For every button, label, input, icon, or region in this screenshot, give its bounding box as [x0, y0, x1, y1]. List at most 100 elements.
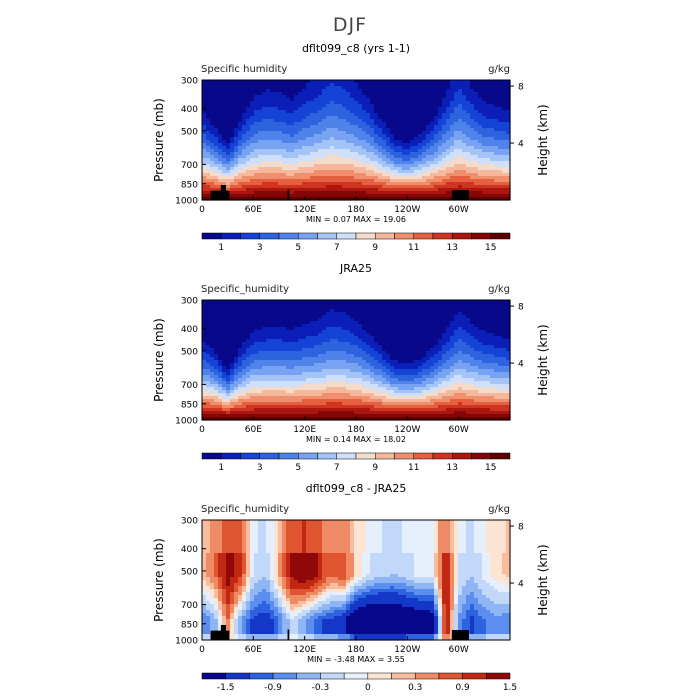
heatmap-cell — [382, 170, 387, 174]
heatmap-cell — [322, 366, 327, 370]
heatmap-cell — [350, 381, 355, 385]
heatmap-cell — [310, 309, 315, 313]
heatmap-cell — [234, 185, 239, 189]
heatmap-cell — [338, 110, 343, 114]
heatmap-cell — [218, 173, 223, 177]
heatmap-cell — [382, 414, 387, 418]
heatmap-cell — [302, 134, 307, 138]
heatmap-cell — [258, 318, 263, 322]
heatmap-cell — [298, 300, 303, 304]
heatmap-cell — [374, 357, 379, 361]
heatmap-cell — [358, 137, 363, 141]
heatmap-cell — [410, 170, 415, 174]
heatmap-cell — [382, 360, 387, 364]
heatmap-cell — [274, 110, 279, 114]
heatmap-cell — [310, 86, 315, 90]
heatmap-cell — [482, 143, 487, 147]
heatmap-cell — [398, 167, 403, 171]
heatmap-cell — [394, 179, 399, 183]
heatmap-cell — [262, 98, 267, 102]
heatmap-cell — [210, 104, 215, 108]
heatmap-cell — [262, 95, 267, 99]
heatmap-cell — [282, 182, 287, 186]
heatmap-cell — [278, 390, 283, 394]
heatmap-cell — [238, 366, 243, 370]
heatmap-cell — [286, 95, 291, 99]
heatmap-cell — [298, 110, 303, 114]
heatmap-cell — [254, 176, 259, 180]
heatmap-cell — [302, 369, 307, 373]
heatmap-cell — [426, 197, 431, 201]
heatmap-cell — [502, 107, 507, 111]
heatmap-cell — [226, 402, 231, 406]
heatmap-cell — [218, 179, 223, 183]
heatmap-cell — [334, 321, 339, 325]
heatmap-cell — [318, 131, 323, 135]
heatmap-cell — [482, 188, 487, 192]
heatmap-cell — [302, 378, 307, 382]
heatmap-cell — [338, 134, 343, 138]
heatmap-cell — [402, 149, 407, 153]
heatmap-cell — [282, 402, 287, 406]
heatmap-cell — [406, 116, 411, 120]
heatmap-cell — [258, 321, 263, 325]
heatmap-cell — [214, 321, 219, 325]
heatmap-cell — [294, 182, 299, 186]
heatmap-cell — [306, 143, 311, 147]
heatmap-cell — [378, 321, 383, 325]
heatmap-cell — [354, 309, 359, 313]
heatmap-cell — [414, 80, 419, 84]
heatmap-cell — [330, 405, 335, 409]
heatmap-cell — [394, 191, 399, 195]
heatmap-cell — [270, 104, 275, 108]
heatmap-cell — [242, 333, 247, 337]
heatmap-cell — [386, 182, 391, 186]
heatmap-cell — [418, 116, 423, 120]
heatmap-cell — [218, 176, 223, 180]
heatmap-cell — [350, 321, 355, 325]
heatmap-cell — [442, 101, 447, 105]
xtick-label: 60E — [245, 205, 262, 215]
heatmap-cell — [398, 146, 403, 150]
heatmap-cell — [330, 408, 335, 412]
heatmap-cell — [422, 176, 427, 180]
heatmap-cell — [498, 110, 503, 114]
heatmap-cell — [362, 80, 367, 84]
heatmap-cell — [234, 170, 239, 174]
heatmap-cell — [230, 396, 235, 400]
heatmap-cell — [278, 152, 283, 156]
heatmap-cell — [322, 408, 327, 412]
heatmap-cell — [302, 396, 307, 400]
heatmap-cell — [402, 170, 407, 174]
heatmap-cell — [346, 300, 351, 304]
heatmap-cell — [306, 197, 311, 201]
heatmap-cell — [378, 125, 383, 129]
heatmap-cell — [314, 327, 319, 331]
heatmap-cell — [250, 348, 255, 352]
heatmap-cell — [326, 158, 331, 162]
heatmap-cell — [370, 405, 375, 409]
heatmap-cell — [374, 170, 379, 174]
heatmap-cell — [238, 194, 243, 198]
heatmap-cell — [502, 98, 507, 102]
heatmap-cell — [466, 89, 471, 93]
heatmap-cell — [498, 119, 503, 123]
heatmap-cell — [466, 98, 471, 102]
heatmap-cell — [278, 95, 283, 99]
heatmap-cell — [214, 399, 219, 403]
heatmap-cell — [322, 399, 327, 403]
heatmap-cell — [302, 122, 307, 126]
heatmap-cell — [278, 309, 283, 313]
heatmap-cell — [318, 405, 323, 409]
heatmap-cell — [490, 161, 495, 165]
heatmap-cell — [354, 110, 359, 114]
heatmap-cell — [282, 387, 287, 391]
heatmap-cell — [214, 318, 219, 322]
heatmap-cell — [226, 369, 231, 373]
heatmap-cell — [314, 191, 319, 195]
heatmap-cell — [234, 83, 239, 87]
colorbar-label: 11 — [408, 243, 419, 253]
heatmap-cell — [314, 134, 319, 138]
heatmap-cell — [370, 152, 375, 156]
heatmap-cell — [458, 113, 463, 117]
